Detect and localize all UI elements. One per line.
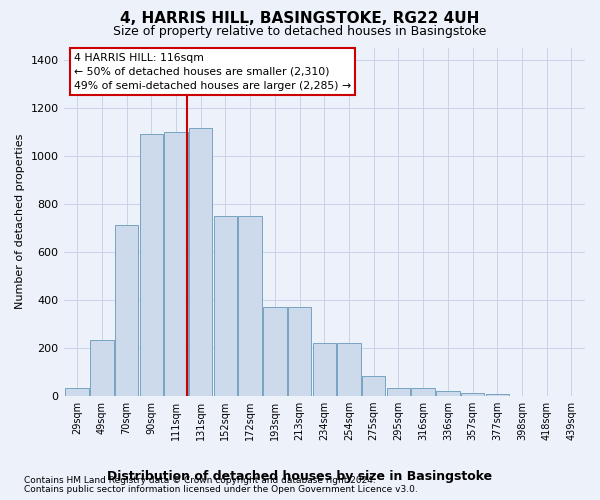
Text: 4 HARRIS HILL: 116sqm
← 50% of detached houses are smaller (2,310)
49% of semi-d: 4 HARRIS HILL: 116sqm ← 50% of detached … bbox=[74, 52, 351, 90]
Bar bbox=[140, 134, 163, 396]
Bar bbox=[337, 343, 361, 396]
Bar bbox=[485, 394, 509, 396]
Text: Distribution of detached houses by size in Basingstoke: Distribution of detached houses by size … bbox=[107, 470, 493, 483]
Bar bbox=[65, 388, 89, 396]
Text: 4, HARRIS HILL, BASINGSTOKE, RG22 4UH: 4, HARRIS HILL, BASINGSTOKE, RG22 4UH bbox=[121, 11, 479, 26]
Bar bbox=[288, 307, 311, 396]
Bar bbox=[214, 216, 237, 396]
Bar bbox=[90, 340, 113, 396]
Text: Contains public sector information licensed under the Open Government Licence v3: Contains public sector information licen… bbox=[24, 485, 418, 494]
Bar bbox=[461, 393, 484, 396]
Bar bbox=[189, 128, 212, 396]
Text: Size of property relative to detached houses in Basingstoke: Size of property relative to detached ho… bbox=[113, 25, 487, 38]
Bar bbox=[115, 225, 139, 396]
Bar bbox=[164, 132, 188, 396]
Bar bbox=[386, 388, 410, 396]
Bar bbox=[362, 376, 385, 396]
Text: Contains HM Land Registry data © Crown copyright and database right 2024.: Contains HM Land Registry data © Crown c… bbox=[24, 476, 376, 485]
Bar bbox=[313, 343, 336, 396]
Bar bbox=[436, 391, 460, 396]
Bar bbox=[238, 216, 262, 396]
Bar bbox=[412, 388, 435, 396]
Bar bbox=[263, 307, 287, 396]
Y-axis label: Number of detached properties: Number of detached properties bbox=[15, 134, 25, 310]
